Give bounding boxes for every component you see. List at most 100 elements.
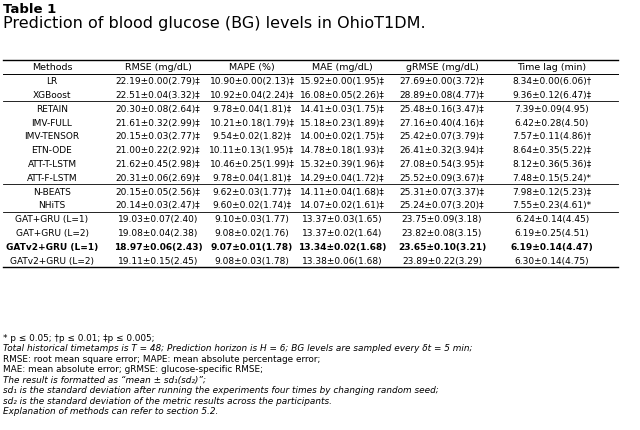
Text: 14.00±0.02(1.75)‡: 14.00±0.02(1.75)‡ xyxy=(300,132,385,141)
Text: 9.78±0.04(1.81)‡: 9.78±0.04(1.81)‡ xyxy=(212,104,292,114)
Text: ATT-F-LSTM: ATT-F-LSTM xyxy=(27,173,77,182)
Text: 10.21±0.18(1.79)‡: 10.21±0.18(1.79)‡ xyxy=(209,118,294,127)
Text: 14.41±0.03(1.75)‡: 14.41±0.03(1.75)‡ xyxy=(300,104,385,114)
Text: Prediction of blood glucose (BG) levels in OhioT1DM.: Prediction of blood glucose (BG) levels … xyxy=(3,16,426,31)
Text: 9.07±0.01(1.78): 9.07±0.01(1.78) xyxy=(211,242,293,251)
Text: 15.32±0.39(1.96)‡: 15.32±0.39(1.96)‡ xyxy=(300,160,385,169)
Text: 7.55±0.23(4.61)*: 7.55±0.23(4.61)* xyxy=(513,201,591,210)
Text: 10.92±0.04(2.24)‡: 10.92±0.04(2.24)‡ xyxy=(210,91,294,100)
Text: 27.16±0.40(4.16)‡: 27.16±0.40(4.16)‡ xyxy=(399,118,484,127)
Text: 7.57±0.11(4.86)†: 7.57±0.11(4.86)† xyxy=(513,132,591,141)
Text: 6.19±0.14(4.47): 6.19±0.14(4.47) xyxy=(511,242,593,251)
Text: 9.08±0.03(1.78): 9.08±0.03(1.78) xyxy=(214,256,289,265)
Text: 15.92±0.00(1.95)‡: 15.92±0.00(1.95)‡ xyxy=(300,77,385,86)
Text: 26.41±0.32(3.94)‡: 26.41±0.32(3.94)‡ xyxy=(400,146,484,155)
Text: 8.64±0.35(5.22)‡: 8.64±0.35(5.22)‡ xyxy=(513,146,591,155)
Text: GATv2+GRU (L=2): GATv2+GRU (L=2) xyxy=(10,256,94,265)
Text: 7.39±0.09(4.95): 7.39±0.09(4.95) xyxy=(515,104,589,114)
Text: 9.60±0.02(1.74)‡: 9.60±0.02(1.74)‡ xyxy=(212,201,292,210)
Text: 13.37±0.02(1.64): 13.37±0.02(1.64) xyxy=(302,228,382,237)
Text: 8.34±0.00(6.06)†: 8.34±0.00(6.06)† xyxy=(513,77,591,86)
Text: Table 1: Table 1 xyxy=(3,3,56,16)
Text: 19.03±0.07(2.40): 19.03±0.07(2.40) xyxy=(118,215,198,224)
Text: 7.48±0.15(5.24)*: 7.48±0.15(5.24)* xyxy=(513,173,591,182)
Text: 7.98±0.12(5.23)‡: 7.98±0.12(5.23)‡ xyxy=(513,187,591,196)
Text: 20.15±0.05(2.56)‡: 20.15±0.05(2.56)‡ xyxy=(116,187,200,196)
Text: The result is formatted as “mean ± sd₁(sd₂)”;: The result is formatted as “mean ± sd₁(s… xyxy=(3,375,206,384)
Text: 6.42±0.28(4.50): 6.42±0.28(4.50) xyxy=(515,118,589,127)
Text: 6.30±0.14(4.75): 6.30±0.14(4.75) xyxy=(515,256,589,265)
Text: Total historical timetamps is T = 48; Prediction horizon is H = 6; BG levels are: Total historical timetamps is T = 48; Pr… xyxy=(3,344,472,353)
Text: RMSE: root mean square error; MAPE: mean absolute percentage error;: RMSE: root mean square error; MAPE: mean… xyxy=(3,354,321,363)
Text: 21.00±0.22(2.92)‡: 21.00±0.22(2.92)‡ xyxy=(116,146,200,155)
Text: 21.62±0.45(2.98)‡: 21.62±0.45(2.98)‡ xyxy=(116,160,200,169)
Text: 6.24±0.14(4.45): 6.24±0.14(4.45) xyxy=(515,215,589,224)
Text: 22.19±0.00(2.79)‡: 22.19±0.00(2.79)‡ xyxy=(116,77,200,86)
Text: IMV-FULL: IMV-FULL xyxy=(31,118,72,127)
Text: RMSE (mg/dL): RMSE (mg/dL) xyxy=(125,63,191,72)
Text: ATT-T-LSTM: ATT-T-LSTM xyxy=(28,160,77,169)
Text: 25.42±0.07(3.79)‡: 25.42±0.07(3.79)‡ xyxy=(399,132,484,141)
Text: 14.78±0.18(1.93)‡: 14.78±0.18(1.93)‡ xyxy=(300,146,385,155)
Text: 23.75±0.09(3.18): 23.75±0.09(3.18) xyxy=(402,215,483,224)
Text: 14.11±0.04(1.68)‡: 14.11±0.04(1.68)‡ xyxy=(300,187,385,196)
Text: 6.19±0.25(4.51): 6.19±0.25(4.51) xyxy=(515,228,589,237)
Text: 20.31±0.06(2.69)‡: 20.31±0.06(2.69)‡ xyxy=(116,173,200,182)
Text: 14.29±0.04(1.72)‡: 14.29±0.04(1.72)‡ xyxy=(300,173,384,182)
Text: MAPE (%): MAPE (%) xyxy=(229,63,275,72)
Text: 10.90±0.00(2.13)‡: 10.90±0.00(2.13)‡ xyxy=(209,77,294,86)
Text: ETN-ODE: ETN-ODE xyxy=(31,146,72,155)
Text: gRMSE (mg/dL): gRMSE (mg/dL) xyxy=(406,63,479,72)
Text: 27.08±0.54(3.95)‡: 27.08±0.54(3.95)‡ xyxy=(399,160,484,169)
Text: 13.38±0.06(1.68): 13.38±0.06(1.68) xyxy=(301,256,382,265)
Text: 19.08±0.04(2.38): 19.08±0.04(2.38) xyxy=(118,228,198,237)
Text: Methods: Methods xyxy=(32,63,72,72)
Text: 9.08±0.02(1.76): 9.08±0.02(1.76) xyxy=(214,228,289,237)
Text: 28.89±0.08(4.77)‡: 28.89±0.08(4.77)‡ xyxy=(399,91,484,100)
Text: GATv2+GRU (L=1): GATv2+GRU (L=1) xyxy=(6,242,98,251)
Text: 20.14±0.03(2.47)‡: 20.14±0.03(2.47)‡ xyxy=(116,201,200,210)
Text: 10.11±0.13(1.95)‡: 10.11±0.13(1.95)‡ xyxy=(209,146,294,155)
Text: 13.37±0.03(1.65): 13.37±0.03(1.65) xyxy=(301,215,382,224)
Text: 10.46±0.25(1.99)‡: 10.46±0.25(1.99)‡ xyxy=(209,160,294,169)
Text: GAT+GRU (L=1): GAT+GRU (L=1) xyxy=(15,215,88,224)
Text: GAT+GRU (L=2): GAT+GRU (L=2) xyxy=(15,228,88,237)
Text: 19.11±0.15(2.45): 19.11±0.15(2.45) xyxy=(118,256,198,265)
Text: 22.51±0.04(3.32)‡: 22.51±0.04(3.32)‡ xyxy=(116,91,200,100)
Text: 18.97±0.06(2.43): 18.97±0.06(2.43) xyxy=(114,242,202,251)
Text: 9.54±0.02(1.82)‡: 9.54±0.02(1.82)‡ xyxy=(212,132,291,141)
Text: LR: LR xyxy=(46,77,58,86)
Text: 9.36±0.12(6.47)‡: 9.36±0.12(6.47)‡ xyxy=(513,91,591,100)
Text: 23.82±0.08(3.15): 23.82±0.08(3.15) xyxy=(402,228,482,237)
Text: 25.24±0.07(3.20)‡: 25.24±0.07(3.20)‡ xyxy=(400,201,484,210)
Text: 13.34±0.02(1.68): 13.34±0.02(1.68) xyxy=(298,242,386,251)
Text: XGBoost: XGBoost xyxy=(33,91,71,100)
Text: 16.08±0.05(2.26)‡: 16.08±0.05(2.26)‡ xyxy=(300,91,385,100)
Text: sd₁ is the standard deviation after running the experiments four times by changi: sd₁ is the standard deviation after runn… xyxy=(3,386,439,395)
Text: 9.78±0.04(1.81)‡: 9.78±0.04(1.81)‡ xyxy=(212,173,292,182)
Text: 14.07±0.02(1.61)‡: 14.07±0.02(1.61)‡ xyxy=(300,201,385,210)
Text: Explanation of methods can refer to section 5.2.: Explanation of methods can refer to sect… xyxy=(3,406,218,415)
Text: 20.30±0.08(2.64)‡: 20.30±0.08(2.64)‡ xyxy=(116,104,200,114)
Text: 21.61±0.32(2.99)‡: 21.61±0.32(2.99)‡ xyxy=(116,118,200,127)
Text: RETAIN: RETAIN xyxy=(36,104,68,114)
Text: MAE: mean absolute error; gRMSE: glucose-specific RMSE;: MAE: mean absolute error; gRMSE: glucose… xyxy=(3,365,263,374)
Text: 8.12±0.36(5.36)‡: 8.12±0.36(5.36)‡ xyxy=(513,160,591,169)
Text: N-BEATS: N-BEATS xyxy=(33,187,71,196)
Text: 9.10±0.03(1.77): 9.10±0.03(1.77) xyxy=(214,215,289,224)
Text: * p ≤ 0.05; †p ≤ 0.01; ‡p ≤ 0.005;: * p ≤ 0.05; †p ≤ 0.01; ‡p ≤ 0.005; xyxy=(3,333,154,342)
Text: IMV-TENSOR: IMV-TENSOR xyxy=(24,132,79,141)
Text: 23.65±0.10(3.21): 23.65±0.10(3.21) xyxy=(398,242,486,251)
Text: sd₂ is the standard deviation of the metric results across the participants.: sd₂ is the standard deviation of the met… xyxy=(3,396,332,405)
Text: 20.15±0.03(2.77)‡: 20.15±0.03(2.77)‡ xyxy=(116,132,200,141)
Text: 25.52±0.09(3.67)‡: 25.52±0.09(3.67)‡ xyxy=(399,173,484,182)
Text: MAE (mg/dL): MAE (mg/dL) xyxy=(312,63,372,72)
Text: 25.31±0.07(3.37)‡: 25.31±0.07(3.37)‡ xyxy=(399,187,484,196)
Text: 23.89±0.22(3.29): 23.89±0.22(3.29) xyxy=(402,256,482,265)
Text: 25.48±0.16(3.47)‡: 25.48±0.16(3.47)‡ xyxy=(399,104,484,114)
Text: NHiTS: NHiTS xyxy=(38,201,66,210)
Text: 27.69±0.00(3.72)‡: 27.69±0.00(3.72)‡ xyxy=(399,77,484,86)
Text: 15.18±0.23(1.89)‡: 15.18±0.23(1.89)‡ xyxy=(300,118,385,127)
Text: Time lag (min): Time lag (min) xyxy=(517,63,587,72)
Text: 9.62±0.03(1.77)‡: 9.62±0.03(1.77)‡ xyxy=(212,187,292,196)
